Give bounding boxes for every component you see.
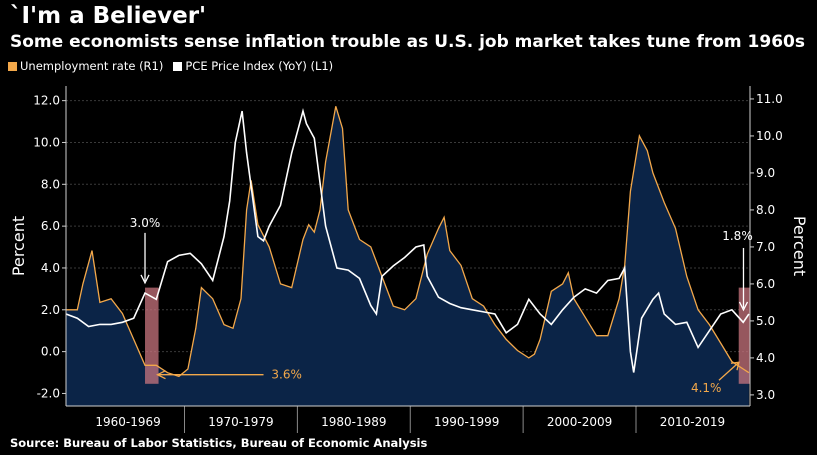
right-tick-label: 6.0: [756, 277, 775, 291]
chart-title: `I'm a Believer': [10, 3, 207, 29]
legend-swatch-unemployment: [8, 61, 17, 71]
chart-legend: Unemployment rate (R1) PCE Price Index (…: [8, 59, 343, 73]
decade-label: 2010-2019: [660, 415, 725, 429]
chart-subtitle: Some economists sense inflation trouble …: [10, 32, 805, 52]
annotation-arrowhead-pce-1966: [140, 274, 150, 285]
annotation-arrowhead-unemp-1968: [156, 370, 166, 380]
right-tick-label: 9.0: [756, 166, 775, 180]
chart-source: Source: Bureau of Labor Statistics, Bure…: [10, 436, 428, 450]
left-tick-label: 8.0: [41, 177, 60, 191]
legend-item-pce: PCE Price Index (YoY) (L1): [173, 59, 333, 73]
highlight-box-1: [145, 287, 159, 384]
legend-swatch-pce: [173, 61, 183, 71]
annotation-arrowhead-unemp-2019: [730, 361, 740, 371]
annotation-arrow-unemp-2019: [718, 361, 740, 381]
left-tick-label: 4.0: [41, 261, 60, 275]
right-tick-label: 10.0: [756, 129, 783, 143]
decade-label: 1970-1979: [208, 415, 273, 429]
right-tick-label: 4.0: [756, 351, 775, 365]
left-tick-label: 2.0: [41, 303, 60, 317]
right-tick-label: 5.0: [756, 314, 775, 328]
right-tick-label: 7.0: [756, 240, 775, 254]
right-tick-label: 3.0: [756, 388, 775, 402]
unemployment-line: [66, 106, 750, 378]
left-tick-label: 10.0: [33, 135, 60, 149]
annotation-label-unemp-2019: 4.1%: [691, 381, 722, 395]
annotation-arrowhead-pce-2019: [738, 301, 749, 312]
unemployment-area: [66, 106, 749, 407]
decade-label: 1990-1999: [434, 415, 499, 429]
annotation-label-unemp-1968: 3.6%: [271, 368, 302, 382]
pce-line: [65, 108, 750, 373]
left-axis-title: Percent: [9, 216, 28, 276]
left-tick-label: -2.0: [37, 386, 60, 400]
annotation-label-pce-2019: 1.8%: [722, 229, 753, 243]
highlight-box-2: [738, 287, 750, 384]
legend-label-pce: PCE Price Index (YoY) (L1): [185, 59, 334, 73]
right-tick-label: 11.0: [756, 92, 783, 106]
legend-label-unemployment: Unemployment rate (R1): [20, 59, 164, 73]
decade-label: 1980-1989: [321, 415, 386, 429]
chart-svg: -2.0 0.0 2.0 4.0 6.0 8.0 10.0 12.0 3.0 4.0 5.0 6.0 7…: [9, 86, 809, 433]
decade-label: 2000-2009: [547, 415, 612, 429]
left-tick-label: 0.0: [41, 345, 60, 359]
annotation-label-pce-1966: 3.0%: [130, 216, 161, 230]
decade-label: 1960-1969: [95, 415, 160, 429]
left-tick-label: 12.0: [33, 94, 60, 108]
left-tick-label: 6.0: [41, 219, 60, 233]
right-tick-label: 8.0: [756, 203, 775, 217]
right-axis-title: Percent: [790, 216, 809, 276]
legend-item-unemployment: Unemployment rate (R1): [8, 59, 163, 73]
